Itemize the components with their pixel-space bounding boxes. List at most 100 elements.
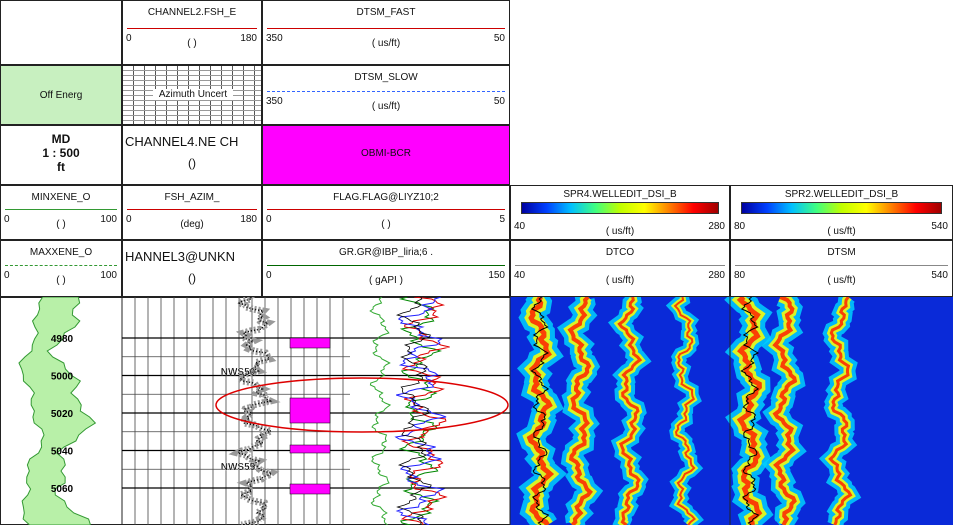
marker-label: NWS55 [221,462,256,473]
track-name: FSH_AZIM_ [164,192,220,203]
track-name: MAXXENE_O [29,247,93,258]
scale-left: 350 [266,96,283,107]
track-name: DTSM [827,247,856,258]
scale-unit: ( ) [187,38,197,49]
channel-name: HANNEL3@UNKN [125,249,235,264]
header-cell: FSH_AZIM_ 0 180 (deg) [122,185,262,240]
channel-unit: () [188,271,196,285]
header-cell: DTSM_FAST 350 50 ( us/ft) [262,0,510,65]
image-band [828,297,853,525]
header-cell: DTCO 40 280 ( us/ft) [510,240,730,297]
image-band [567,297,593,525]
highlight-ellipse [215,377,509,433]
depth-label: 5000 [51,372,74,383]
track-name: FLAG.FLAG@LIYZ10;2 [333,192,439,203]
scale-right: 50 [493,33,505,44]
header-cell [0,0,122,65]
image-band [617,297,643,525]
scale-left: 0 [266,214,272,225]
scale-right: 280 [708,221,725,232]
flag-box [289,397,331,424]
track-name: CHANNEL2.FSH_E [147,7,237,18]
track-name: GR.GR@IBP_liria;6 . [338,247,434,258]
header-cell: OBMI-BCR [262,125,510,185]
scale-unit: (deg) [180,219,204,230]
scale-line [267,209,505,210]
slowness-curve [740,297,760,525]
header-cell: HANNEL3@UNKN () [122,240,262,297]
flag-box [289,444,331,454]
cell-label: Azimuth Uncert [153,89,233,100]
red-curve [400,297,450,525]
scale-right: 280 [708,270,725,281]
scale-unit: ( gAPI ) [369,275,403,286]
md-unit: ft [57,160,65,174]
scale-left: 80 [734,221,746,232]
caliper-curve [235,297,274,525]
track-name: DTSM_FAST [356,7,416,18]
header-cell: SPR2.WELLEDIT_DSI_B 80 540 ( us/ft) [730,185,953,240]
channel-name: CHANNEL4.NE CH [125,134,239,149]
channel-unit: () [188,156,196,170]
scale-line [267,91,505,92]
header-cell: MAXXENE_O 0 100 ( ) [0,240,122,297]
scale-left: 0 [4,214,10,225]
depth-label: 5060 [51,484,74,495]
scale-left: 0 [126,214,132,225]
scale-left: 0 [4,270,10,281]
cell-label: OBMI-BCR [361,148,411,159]
scale-right: 100 [100,270,117,281]
black-curve [395,297,432,525]
scale-unit: ( us/ft) [605,275,635,286]
header-cell: FLAG.FLAG@LIYZ10;2 0 5 ( ) [262,185,510,240]
scale-left: 350 [266,33,283,44]
scale-left: 40 [514,270,526,281]
header-cell: MINXENE_O 0 100 ( ) [0,185,122,240]
track-name: DTSM_SLOW [354,72,418,83]
gr-curve [398,297,443,525]
scale-right: 100 [100,214,117,225]
scale-line [515,265,725,266]
depth-label: 4980 [51,334,74,345]
header-cell: Azimuth Uncert [122,65,262,125]
scale-left: 0 [266,270,272,281]
scale-unit: ( us/ft) [827,275,856,286]
header-cell: DTSM_SLOW 350 50 ( us/ft) [262,65,510,125]
scale-unit: ( ) [56,275,66,286]
scale-left: 0 [126,33,132,44]
log-body: 4980 5000 5020 5040 5060 NWS50 NWS55 [0,297,953,525]
scale-right: 150 [488,270,505,281]
scale-line [127,209,257,210]
scale-left: 40 [514,221,526,232]
image-band [526,297,555,525]
scale-right: 180 [240,33,257,44]
depth-label: 5020 [51,409,74,420]
header-cell: CHANNEL4.NE CH () [122,125,262,185]
scale-unit: ( us/ft) [605,226,635,237]
track-name: SPR4.WELLEDIT_DSI_B [563,189,677,200]
scale-right: 50 [493,96,505,107]
scale-right: 540 [931,221,948,232]
scale-right: 540 [931,270,948,281]
header-cell: DTSM 80 540 ( us/ft) [730,240,953,297]
scale-line [5,265,117,266]
header-cell: GR.GR@IBP_liria;6 . 0 150 ( gAPI ) [262,240,510,297]
header-cell: Off Energ [0,65,122,125]
scale-line [127,28,257,29]
image-band [772,297,798,525]
flag-box [289,337,331,349]
scale-line [267,265,505,266]
scale-line [5,209,117,210]
green-curve [369,297,392,525]
scale-line [735,265,948,266]
scale-unit: ( us/ft) [371,38,401,49]
flag-box [289,483,331,495]
scale-right: 5 [499,214,505,225]
image-band [673,297,696,525]
md-label: MD [51,132,71,146]
marker-label: NWS50 [221,367,256,378]
cell-label: Off Energ [39,90,83,101]
header-cell: MD 1 : 500 ft [0,125,122,185]
track-name: MINXENE_O [31,192,91,203]
md-scale: 1 : 500 [42,146,80,160]
